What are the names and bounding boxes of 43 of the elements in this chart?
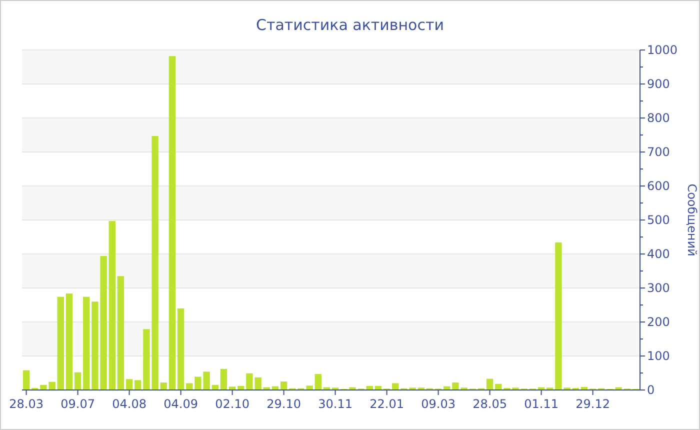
bar <box>74 372 82 390</box>
y-tick-label: 100 <box>647 349 670 363</box>
bar <box>57 296 64 390</box>
bar <box>280 382 288 390</box>
y-tick-label: 1000 <box>647 43 678 57</box>
bar <box>168 56 176 390</box>
y-tick-label: 600 <box>647 179 670 193</box>
y-tick-label: 300 <box>647 281 670 295</box>
x-tick-label: 22.01 <box>370 397 404 411</box>
bar <box>126 379 133 390</box>
x-tick-label: 28.03 <box>9 397 44 411</box>
bar <box>83 296 90 390</box>
x-tick-label: 09.03 <box>421 397 456 411</box>
bar <box>134 380 142 390</box>
bar <box>160 382 167 390</box>
x-tick-label: 29.12 <box>576 397 610 411</box>
x-tick-label: 30.11 <box>318 397 352 411</box>
x-tick-label: 02.10 <box>215 397 250 411</box>
bar <box>220 368 228 390</box>
bar <box>486 378 494 390</box>
y-tick-label: 400 <box>647 247 670 261</box>
x-tick-label: 28.05 <box>472 397 507 411</box>
bar <box>22 370 30 390</box>
bar <box>117 276 124 390</box>
y-tick-label: 800 <box>647 111 670 125</box>
bar <box>66 293 73 390</box>
y-tick-label: 900 <box>647 77 670 91</box>
y-tick-label: 200 <box>647 315 670 329</box>
chart-title: Статистика активности <box>256 16 444 34</box>
x-tick-label: 04.09 <box>164 397 198 411</box>
bar <box>392 383 399 390</box>
x-tick-label: 29.10 <box>266 397 301 411</box>
bar <box>108 221 116 390</box>
y-tick-label: 0 <box>647 383 655 397</box>
y-tick-label: 500 <box>647 213 670 227</box>
bar <box>186 383 193 390</box>
x-tick-label: 04.08 <box>112 397 146 411</box>
y-tick-label: 700 <box>647 145 670 159</box>
bar <box>177 308 184 390</box>
x-tick-label: 09.07 <box>60 397 95 411</box>
y-axis-title: Сообщений <box>685 184 699 256</box>
x-tick-label: 01.11 <box>524 397 558 411</box>
bar <box>314 374 322 390</box>
